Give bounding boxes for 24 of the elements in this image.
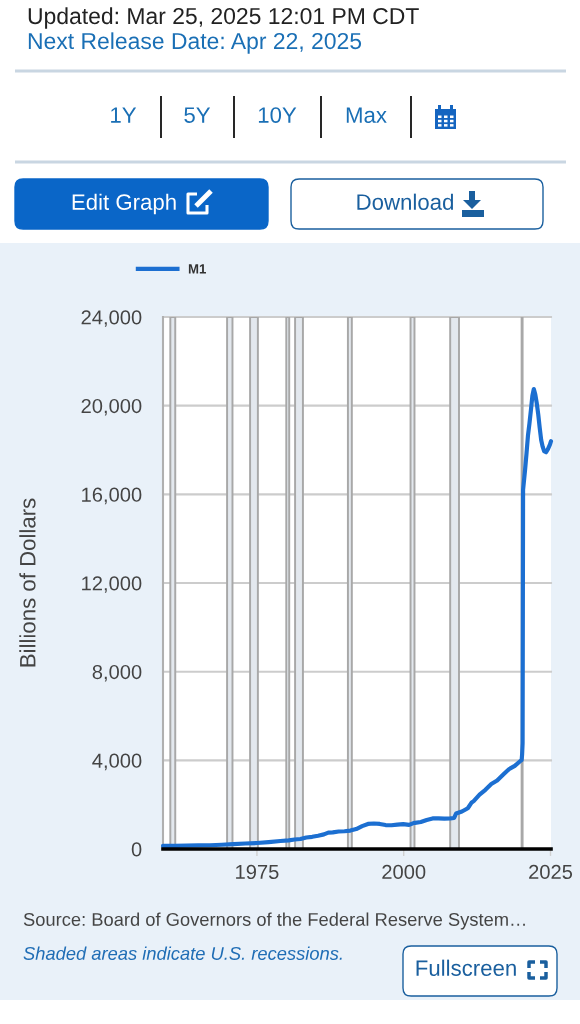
text: Max [346, 107, 387, 123]
text: 10Y [258, 107, 297, 123]
text: Shaded areas indicate U.S. recessions. [23, 946, 342, 960]
x-tick-label: 2000 [382, 864, 426, 880]
text: 1Y [111, 107, 137, 123]
legend-label: M1 [188, 264, 206, 274]
y-tick-label: 20,000 [81, 398, 142, 416]
source-note: Source: Board of Governors of the Federal Reserve System… [23, 912, 525, 930]
text: 5Y [184, 107, 211, 123]
x-tick-label: 1975 [236, 864, 279, 880]
y-tick-label: 8,000 [92, 664, 142, 682]
line-series [160, 386, 554, 848]
text: Download [357, 193, 453, 210]
x-tick-label: 2025 [529, 864, 573, 880]
text: Next Release Date: Apr 22, 2025 [28, 32, 362, 54]
y-tick-label: 0 [131, 842, 142, 857]
y-tick-label: 16,000 [82, 487, 142, 505]
y-tick-label: 12,000 [82, 576, 142, 593]
text: Fullscreen [416, 959, 516, 976]
y-axis-title: Billions of Dollars [19, 498, 36, 667]
text: Edit Graph [72, 193, 176, 215]
y-tick-label: 24,000 [81, 310, 142, 327]
text: Updated: Mar 25, 2025 12:01 PM CDT [28, 7, 419, 29]
y-tick-label: 4,000 [92, 753, 142, 771]
